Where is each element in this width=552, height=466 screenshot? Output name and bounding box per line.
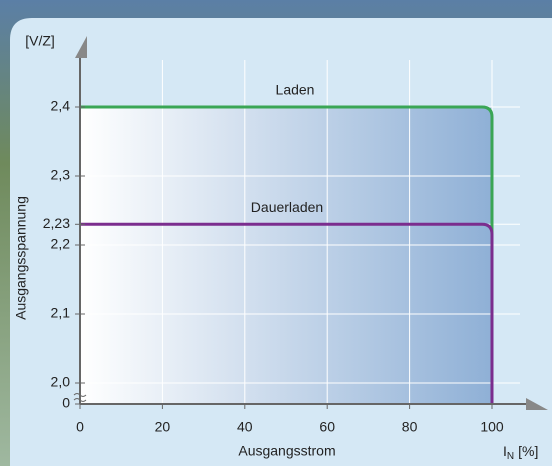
y-tick-label: 2,0 [51,374,71,390]
y-tick-label: 2,3 [51,167,71,183]
x-tick-label: 80 [402,419,418,435]
y-tick-label: 0 [62,395,70,411]
y-tick-label: 2,23 [43,215,70,231]
y-axis-title: Ausgangsspannung [13,196,29,320]
y-tick-label: 2,1 [51,305,71,321]
x-tick-label: 20 [155,419,171,435]
chart: Laden Dauerladen 0 20 40 60 80 100 0 2,0 2,1 2,2 2,… [0,0,552,466]
x-tick-label: 40 [237,419,253,435]
series-label: Dauerladen [251,199,323,215]
x-axis-title: Ausgangsstrom [238,443,335,459]
x-tick-label: 0 [76,419,84,435]
y-tick-label: 2,2 [51,236,71,252]
x-tick-label: 100 [480,419,504,435]
x-unit-subscript: N [507,451,514,462]
y-unit: [V/Z] [25,33,55,49]
x-tick-label: 60 [319,419,335,435]
fill-area [80,107,492,404]
series-label: Laden [276,82,315,98]
y-tick-label: 2,4 [51,98,71,114]
x-unit-text: [%] [518,443,538,459]
